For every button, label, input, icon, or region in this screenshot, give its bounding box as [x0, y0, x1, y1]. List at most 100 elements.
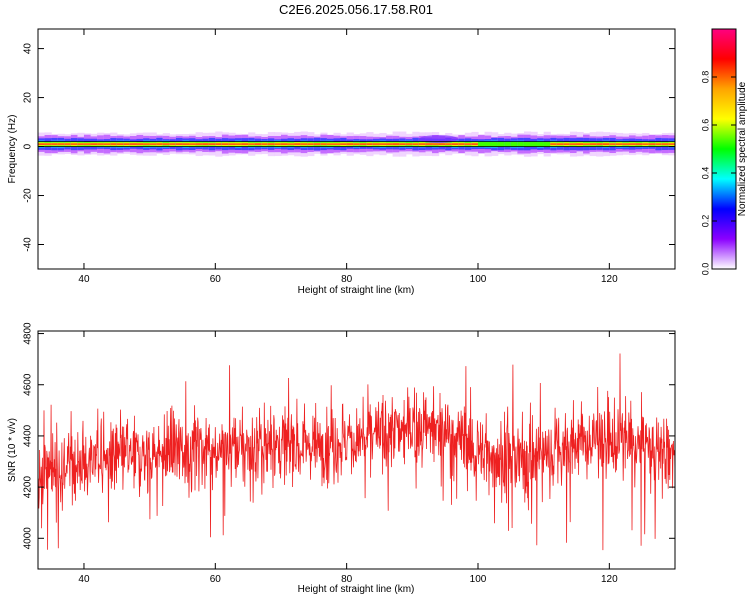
spectrogram-xtick-label: 80: [341, 274, 353, 285]
heatmap-cell: [235, 143, 243, 145]
colorbar-ticks: 0.0 0.2 0.4 0.6 0.8: [700, 71, 736, 276]
heatmap-cell: [195, 143, 203, 145]
snr-ylabel: SNR (10 * v/v): [7, 418, 18, 482]
spectrogram-ytick-label: -20: [23, 188, 34, 203]
heatmap-cell: [497, 142, 505, 146]
heatmap-cell: [392, 143, 400, 145]
spectrogram-frame: [37, 28, 676, 270]
snr-ytick-label: 4800: [23, 322, 34, 345]
heatmap-band: [38, 131, 675, 157]
heatmap-cell: [254, 143, 262, 145]
spectrogram-xlabel: Height of straight line (km): [298, 285, 415, 296]
heatmap-cell: [543, 142, 551, 146]
heatmap-cell: [83, 143, 92, 145]
heatmap-cell: [307, 143, 315, 145]
heatmap-cell: [537, 142, 545, 146]
spectrogram-yticks: 40 20 0 -20 -40: [23, 43, 675, 252]
heatmap-cell: [451, 143, 459, 145]
snr-ytick-label: 4400: [23, 424, 34, 447]
snr-line-group: [38, 353, 675, 551]
snr-xtick-label: 80: [341, 574, 353, 585]
spectrogram-ytick-label: 0: [23, 143, 34, 149]
heatmap-cell: [248, 143, 256, 145]
heatmap-cell: [280, 143, 289, 145]
heatmap-cell: [202, 143, 210, 145]
spectrogram-xtick-label: 100: [470, 274, 487, 285]
heatmap-cell: [438, 143, 446, 145]
heatmap-cell: [629, 143, 637, 145]
heatmap-cell: [320, 143, 328, 145]
spectrogram-ylabel: Frequency (Hz): [7, 115, 18, 184]
colorbar-tick-label: 0.0: [700, 263, 710, 276]
heatmap-cell: [458, 143, 466, 145]
heatmap-cell: [523, 142, 532, 146]
colorbar-tick-label: 0.6: [700, 119, 710, 132]
heatmap-cell: [182, 143, 190, 145]
heatmap-cell: [530, 142, 538, 146]
heatmap-cell: [57, 143, 65, 145]
heatmap-cell: [569, 143, 578, 145]
heatmap-cell: [386, 143, 394, 145]
heatmap-cell: [274, 143, 282, 145]
heatmap-cell: [129, 143, 138, 145]
spectrogram-panel: 40 60 80 100 120 40 20 0 -20 -40 Height of strai…: [7, 28, 676, 296]
heatmap-cell: [103, 143, 111, 145]
heatmap-cell: [491, 142, 499, 146]
heatmap-cell: [589, 143, 597, 145]
heatmap-cell: [648, 143, 656, 145]
colorbar-tick-label: 0.4: [700, 167, 710, 180]
heatmap-cell: [215, 143, 223, 145]
snr-xlabel: Height of straight line (km): [298, 584, 415, 595]
heatmap-cell: [504, 142, 512, 146]
heatmap-cell: [110, 143, 118, 145]
heatmap-cell: [267, 143, 276, 145]
heatmap-cell: [162, 143, 170, 145]
heatmap-cell: [609, 143, 617, 145]
heatmap-cell: [477, 142, 486, 146]
spectrogram-ytick-label: -40: [23, 237, 34, 252]
heatmap-cell: [51, 143, 59, 145]
heatmap-cell: [208, 143, 216, 145]
heatmap-cell: [550, 143, 558, 145]
heatmap-cell: [353, 143, 361, 145]
heatmap-cell: [136, 143, 144, 145]
heatmap-cell: [340, 143, 348, 145]
heatmap-cell: [471, 143, 479, 145]
heatmap-cell: [379, 143, 387, 145]
heatmap-cell: [294, 143, 302, 145]
heatmap-cell: [445, 143, 453, 145]
heatmap-cell: [189, 143, 197, 145]
spectrogram-xticks: 40 60 80 100 120: [78, 29, 618, 285]
heatmap-cell: [602, 143, 610, 145]
spectrogram-xtick-label: 40: [78, 274, 90, 285]
heatmap-cell: [432, 143, 440, 145]
heatmap-cell: [175, 143, 184, 145]
snr-ytick-label: 4200: [23, 476, 34, 499]
snr-xticks: 40 60 80 100 120: [78, 331, 618, 585]
heatmap-cell: [622, 143, 630, 145]
heatmap-cell: [556, 143, 564, 145]
heatmap-cell: [661, 143, 670, 145]
heatmap-cell: [615, 143, 624, 145]
snr-ytick-label: 4600: [23, 373, 34, 396]
colorbar-tick-label: 0.2: [700, 215, 710, 228]
heatmap-cell: [484, 142, 492, 146]
heatmap-cell: [399, 143, 407, 145]
heatmap-cell: [655, 143, 663, 145]
colorbar-label: Normalized spectral amplitude: [737, 81, 748, 216]
snr-series-line: [38, 353, 675, 551]
snr-xtick-label: 100: [470, 574, 487, 585]
heatmap-cell: [418, 143, 427, 145]
colorbar-tick-label: 0.8: [700, 71, 710, 84]
snr-frame: [37, 330, 676, 570]
heatmap-cell: [90, 143, 98, 145]
heatmap-cell: [261, 143, 269, 145]
heatmap-cell: [116, 143, 124, 145]
heatmap-cell: [366, 143, 374, 145]
heatmap-cell: [156, 143, 164, 145]
snr-yticks: 4000 4200 4400 4600 4800: [23, 322, 675, 549]
heatmap-cell: [576, 143, 584, 145]
heatmap-cell: [464, 143, 473, 145]
heatmap-cell: [517, 142, 525, 146]
